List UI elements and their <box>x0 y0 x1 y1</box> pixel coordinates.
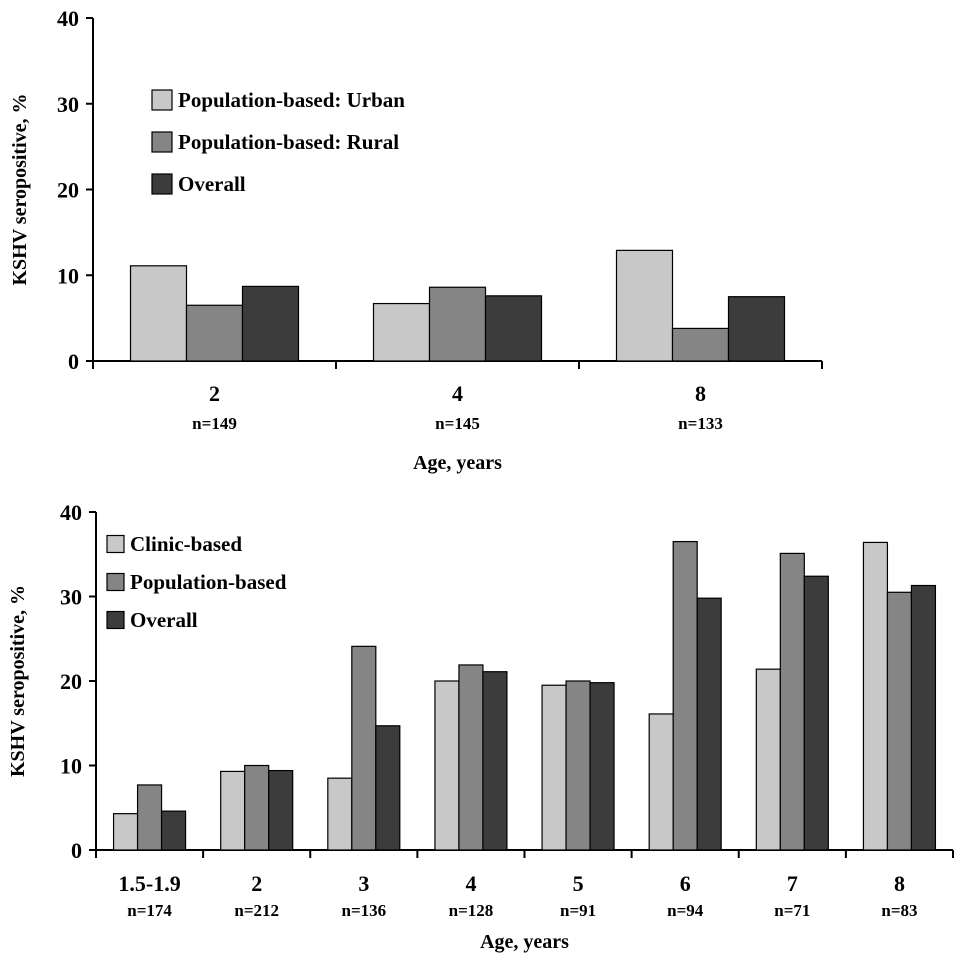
bar-overall-8 <box>910 584 937 851</box>
bar-population-based-5 <box>565 680 591 851</box>
x-tick-label: 4 <box>452 381 463 406</box>
x-tick-label: 2 <box>209 381 220 406</box>
x-axis-label: Age, years <box>480 931 569 953</box>
bar-overall-6 <box>696 597 722 851</box>
x-tick-label: 8 <box>894 871 905 896</box>
legend: Population-based: Urban Population-based:… <box>151 88 405 196</box>
bar-overall-7 <box>803 575 829 851</box>
bar-population-based-rural-8 <box>671 327 730 362</box>
bar-clinic-based-2 <box>220 770 246 851</box>
sample-size-label: n=174 <box>127 901 172 920</box>
bar-population-based-urban-8 <box>615 249 674 362</box>
sample-size-label: n=133 <box>678 414 723 433</box>
x-tick-label: 8 <box>695 381 706 406</box>
legend-label: Overall <box>178 172 246 196</box>
sample-size-label: n=149 <box>192 414 237 433</box>
x-tick-label: 1.5-1.9 <box>118 871 180 896</box>
bar-population-based-rural-4 <box>428 286 487 362</box>
y-tick-label: 20 <box>60 669 82 694</box>
bar-population-based-8 <box>886 591 913 851</box>
bar-clinic-based-4 <box>434 680 460 851</box>
bar-population-based-rural-2 <box>185 304 244 362</box>
x-tick-label: 6 <box>680 871 691 896</box>
chart-2: 0 10 20 30 40 1.5-1.9 n=174 2 n=212 3 n=136 4 n=128 5… <box>7 500 954 953</box>
legend-swatch <box>106 610 125 630</box>
bar-population-based-2 <box>244 764 270 851</box>
bar-clinic-based-3 <box>327 777 353 851</box>
bar-clinic-based-5 <box>541 684 567 851</box>
legend-swatch <box>106 572 125 592</box>
bar-population-based-urban-4 <box>372 302 431 362</box>
y-tick-label: 10 <box>57 263 79 288</box>
legend-swatch <box>151 131 173 153</box>
y-tick-label: 30 <box>57 92 79 117</box>
legend-label: Population-based <box>130 570 287 594</box>
legend-swatch <box>151 173 173 195</box>
bar-overall-4 <box>482 671 508 851</box>
x-axis-label: Age, years <box>413 452 502 474</box>
sample-size-label: n=91 <box>560 901 596 920</box>
x-tick-label: 3 <box>358 871 369 896</box>
legend-swatch <box>151 89 173 111</box>
bar-overall-3 <box>375 725 401 851</box>
sample-size-label: n=136 <box>341 901 386 920</box>
x-tick-label: 2 <box>251 871 262 896</box>
legend-label: Overall <box>130 608 198 632</box>
y-axis-label: KSHV seropositive, % <box>9 93 31 285</box>
sample-size-label: n=94 <box>667 901 704 920</box>
legend-label: Population-based: Rural <box>178 130 399 154</box>
legend-label: Population-based: Urban <box>178 88 405 112</box>
bar-overall-4 <box>484 295 543 362</box>
sample-size-label: n=212 <box>234 901 279 920</box>
bar-population-based-4 <box>458 664 484 851</box>
y-tick-label: 10 <box>60 754 82 779</box>
y-tick-label: 30 <box>60 585 82 610</box>
y-tick-label: 40 <box>57 6 79 31</box>
y-axis-label: KSHV seropositive, % <box>7 585 29 777</box>
y-tick-label: 20 <box>57 178 79 203</box>
legend-swatch <box>106 534 125 554</box>
y-tick-label: 0 <box>68 349 79 374</box>
sample-size-label: n=71 <box>774 901 810 920</box>
y-tick-label: 0 <box>71 838 82 863</box>
bar-overall-1.5-1.9 <box>160 810 187 851</box>
bar-overall-5 <box>589 682 615 851</box>
bar-clinic-based-8 <box>862 541 889 851</box>
bar-overall-2 <box>268 769 294 851</box>
sample-size-label: n=128 <box>449 901 494 920</box>
sample-size-label: n=83 <box>881 901 917 920</box>
y-tick-label: 40 <box>60 500 82 525</box>
bar-population-based-6 <box>672 540 698 851</box>
chart-1: 0 10 20 30 40 2 n=149 4 n=145 8 n=133 Age, years KSH… <box>9 6 823 474</box>
bar-population-based-1.5-1.9 <box>136 784 163 851</box>
bar-clinic-based-7 <box>755 668 781 851</box>
x-tick-label: 7 <box>787 871 798 896</box>
bar-population-based-3 <box>351 645 377 851</box>
bar-clinic-based-1.5-1.9 <box>112 813 139 851</box>
bar-overall-2 <box>241 285 300 362</box>
bar-overall-8 <box>727 296 786 362</box>
legend: Clinic-based Population-based Overall <box>106 532 287 632</box>
bar-population-based-7 <box>779 552 805 851</box>
sample-size-label: n=145 <box>435 414 480 433</box>
bar-population-based-urban-2 <box>129 265 188 362</box>
x-tick-label: 4 <box>465 871 476 896</box>
legend-label: Clinic-based <box>130 532 242 556</box>
bar-clinic-based-6 <box>648 713 674 851</box>
x-tick-label: 5 <box>573 871 584 896</box>
